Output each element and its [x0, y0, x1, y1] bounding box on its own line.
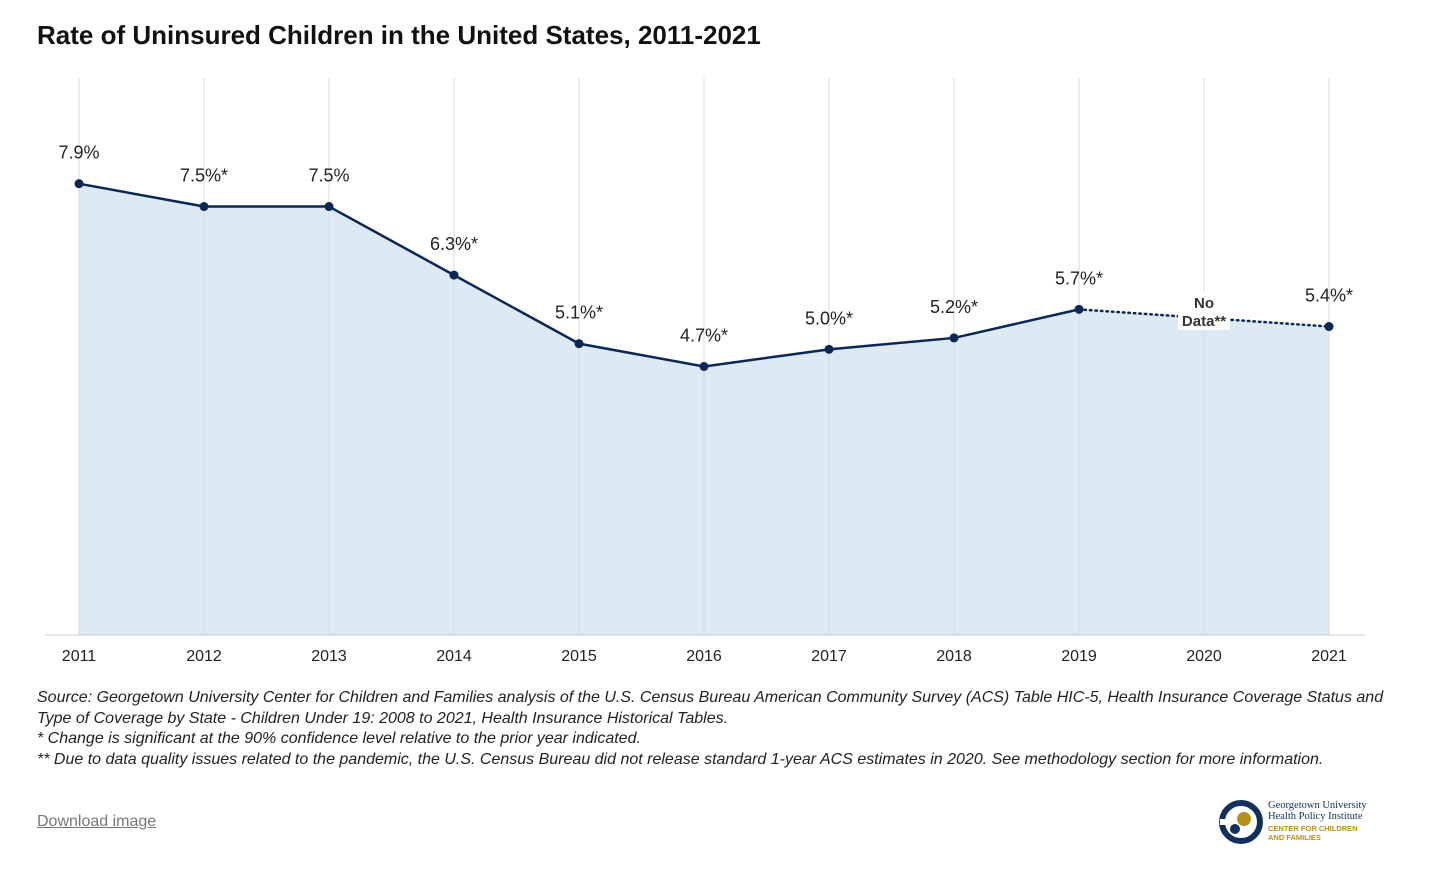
line-segment	[578, 342, 705, 368]
data-label-2016: 4.7%*	[680, 325, 728, 345]
data-point-2015	[574, 339, 584, 349]
x-tick-label-2014: 2014	[436, 648, 472, 665]
data-point-2021	[1324, 322, 1334, 332]
data-point-2019	[1074, 304, 1084, 314]
x-tick-label-2019: 2019	[1061, 648, 1097, 665]
logo-line-2: Health Policy Institute	[1268, 811, 1363, 822]
data-label-2012: 7.5%*	[180, 166, 228, 186]
source-note: Source: Georgetown University Center for…	[37, 689, 1384, 727]
line-segment	[953, 308, 1080, 340]
data-point-2013	[324, 202, 334, 212]
data-label-2018: 5.2%*	[930, 297, 978, 317]
data-label-2019: 5.7%*	[1055, 268, 1103, 288]
data-point-2011	[74, 179, 84, 189]
significance-note: * Change is significant at the 90% confi…	[37, 730, 641, 747]
chart-title: Rate of Uninsured Children in the United…	[37, 20, 761, 50]
data-label-2011: 7.9%	[58, 143, 99, 163]
data-label-2015: 5.1%*	[555, 303, 603, 323]
data-point-2016	[699, 361, 709, 371]
data-label-2021: 5.4%*	[1305, 286, 1353, 306]
logo-line-4: AND FAMILIES	[1268, 833, 1321, 842]
line-segment	[453, 273, 580, 345]
footnotes: Source: Georgetown University Center for…	[37, 688, 1397, 770]
logo-mark-icon	[1219, 800, 1263, 844]
x-tick-label-2016: 2016	[686, 648, 722, 665]
data-point-2012	[199, 202, 209, 212]
x-tick-label-2018: 2018	[936, 648, 972, 665]
data-point-2014	[449, 270, 459, 280]
x-tick-label-2013: 2013	[311, 648, 347, 665]
data-label-2014: 6.3%*	[430, 234, 478, 254]
x-tick-label-2017: 2017	[811, 648, 847, 665]
data-label-2013: 7.5%	[308, 166, 349, 186]
x-tick-label-2015: 2015	[561, 648, 597, 665]
georgetown-logo: Georgetown University Health Policy Insti…	[1218, 798, 1378, 846]
logo-line-1: Georgetown University	[1268, 800, 1367, 811]
line-segment	[828, 336, 955, 351]
logo-line-3: CENTER FOR CHILDREN	[1268, 824, 1358, 833]
line-segment	[703, 348, 830, 368]
x-tick-label-2021: 2021	[1311, 648, 1347, 665]
line-segment	[78, 182, 205, 208]
no-data-label-bg	[1178, 291, 1230, 330]
no-data-note: ** Due to data quality issues related to…	[37, 750, 1324, 768]
x-tick-label-2012: 2012	[186, 648, 222, 665]
no-data-label-line1: No	[1194, 295, 1214, 312]
download-image-link[interactable]: Download image	[37, 813, 157, 830]
x-tick-label-2020: 2020	[1186, 648, 1222, 665]
data-point-2018	[949, 333, 959, 343]
line-chart: 7.9% 7.5%* 7.5% 6.3%* 5.1%* 4.7%* 5.0%* 5.2%* 5.…	[45, 78, 1365, 665]
data-label-2017: 5.0%*	[805, 308, 853, 328]
x-tick-label-2011: 2011	[62, 648, 97, 665]
data-point-2017	[824, 344, 834, 354]
no-data-label-line2: Data**	[1182, 313, 1226, 330]
line-segment	[328, 205, 455, 277]
